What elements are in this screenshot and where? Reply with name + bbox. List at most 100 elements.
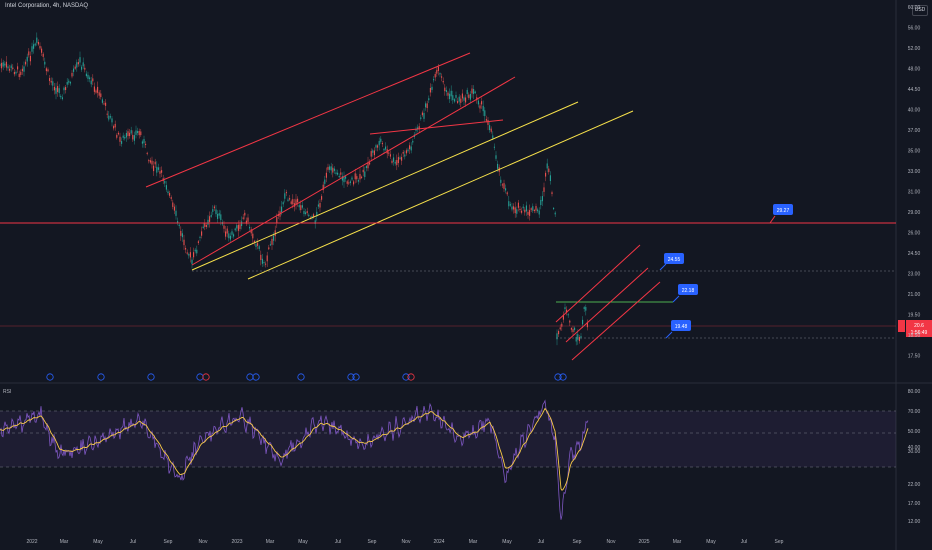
candle-body <box>577 334 579 340</box>
candle-body <box>586 322 588 328</box>
candle-body <box>513 206 515 210</box>
candle-body <box>36 37 38 43</box>
short-resistance-line[interactable] <box>369 119 504 135</box>
candle-body <box>500 179 502 183</box>
candle-body <box>255 244 257 247</box>
candle-body <box>57 86 59 92</box>
candle-body <box>530 208 532 210</box>
time-tick: Mar <box>673 539 682 545</box>
candle-body <box>258 246 260 249</box>
candle-body <box>525 205 527 212</box>
candle-body <box>292 199 294 205</box>
yellow-channel-upper[interactable] <box>191 101 579 271</box>
candle-body <box>558 330 560 335</box>
candle-body <box>549 175 551 182</box>
candle-body <box>365 166 367 169</box>
candle-body <box>429 88 431 93</box>
event-marker-icon[interactable] <box>559 373 567 381</box>
callout-24[interactable]: 24.55 <box>659 253 684 271</box>
price-axis[interactable]: 60.00 56.00 52.00 48.00 44.50 40.00 37.00 35.00… <box>908 5 921 360</box>
callout-text: 22.18 <box>682 288 695 294</box>
candle-body <box>63 87 65 91</box>
candle-body <box>140 131 142 136</box>
candle-body <box>445 90 447 92</box>
event-marker-icon[interactable] <box>246 373 254 381</box>
event-marker-icon[interactable] <box>147 373 155 381</box>
candle-body <box>215 209 217 215</box>
candle-body <box>266 255 268 262</box>
candle-body <box>538 210 540 215</box>
event-marker-icon[interactable] <box>202 373 210 381</box>
candle-body <box>42 53 44 57</box>
candle-body <box>79 57 81 63</box>
candle-body <box>92 78 94 82</box>
candle-body <box>345 176 347 179</box>
price-tick: 29.00 <box>908 210 921 216</box>
candle-body <box>106 113 108 115</box>
event-markers[interactable] <box>46 373 567 381</box>
callout-22[interactable]: 22.18 <box>672 284 698 303</box>
event-marker-icon[interactable] <box>46 373 54 381</box>
yellow-channel-lower[interactable] <box>247 110 634 280</box>
candle-body <box>540 199 542 206</box>
event-marker-icon[interactable] <box>297 373 305 381</box>
currency-label[interactable]: USD <box>912 5 928 16</box>
callout-19[interactable]: 19.48 <box>665 320 691 339</box>
candle-body <box>178 224 180 226</box>
channel-mid-line[interactable] <box>191 76 516 266</box>
candle-body <box>281 206 283 213</box>
rsi-title: RSI <box>3 389 12 395</box>
new-channel-mid[interactable] <box>565 267 649 343</box>
candle-body <box>364 171 366 178</box>
event-marker-icon[interactable] <box>402 373 410 381</box>
candle-body <box>53 86 55 91</box>
candle-body <box>572 329 574 333</box>
candle-body <box>465 97 467 103</box>
rsi-tick: 22.00 <box>908 482 921 488</box>
candles-layer <box>0 32 588 346</box>
candle-body <box>205 225 207 227</box>
candle-body <box>431 86 433 90</box>
candle-body <box>260 254 262 260</box>
candle-body <box>47 69 49 72</box>
new-channel-upper[interactable] <box>555 244 641 323</box>
candle-body <box>298 205 300 208</box>
candle-body <box>82 62 84 67</box>
candle-body <box>341 176 343 181</box>
event-marker-icon[interactable] <box>97 373 105 381</box>
candle-body <box>105 102 107 106</box>
time-axis[interactable]: 2022 Mar May Jul Sep Nov 2023 Mar May Jul Sep Nov 20… <box>26 539 783 545</box>
candle-body <box>289 198 291 200</box>
candle-body <box>133 135 135 141</box>
candle-body <box>199 236 201 238</box>
candle-body <box>239 224 241 229</box>
candle-body <box>574 327 576 331</box>
candle-body <box>402 152 404 154</box>
event-marker-icon[interactable] <box>196 373 204 381</box>
candle-body <box>269 244 271 246</box>
candle-body <box>93 86 95 92</box>
candle-body <box>466 89 468 94</box>
callout-29[interactable]: 29.27 <box>773 204 793 215</box>
candle-body <box>474 91 476 94</box>
candle-body <box>287 199 289 201</box>
candle-body <box>273 235 275 241</box>
candle-body <box>249 226 251 229</box>
event-marker-icon[interactable] <box>554 373 562 381</box>
candle-body <box>389 154 391 157</box>
event-marker-icon[interactable] <box>407 373 415 381</box>
new-channel-lower[interactable] <box>571 281 661 361</box>
candle-body <box>21 68 23 72</box>
time-tick: Mar <box>60 539 69 545</box>
channel-upper-line[interactable] <box>145 52 471 188</box>
event-marker-icon[interactable] <box>252 373 260 381</box>
candle-body <box>567 314 569 316</box>
drawings-layer[interactable] <box>0 52 896 361</box>
candle-body <box>357 180 359 182</box>
event-marker-icon[interactable] <box>352 373 360 381</box>
candle-body <box>145 143 147 145</box>
candle-body <box>460 98 462 103</box>
event-marker-icon[interactable] <box>347 373 355 381</box>
